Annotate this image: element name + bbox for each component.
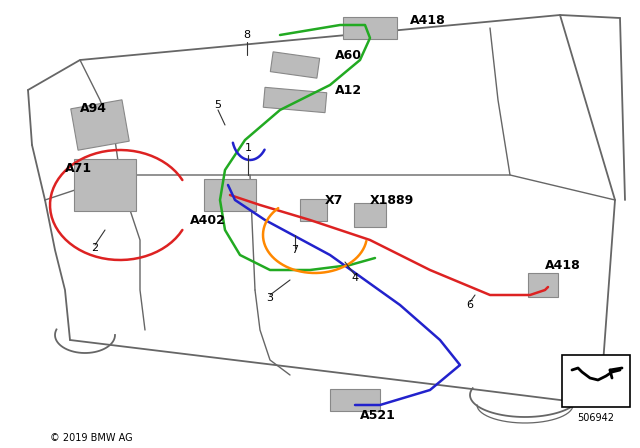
Text: A418: A418 — [545, 258, 580, 271]
Text: A12: A12 — [335, 83, 362, 96]
FancyBboxPatch shape — [74, 159, 136, 211]
Text: 1: 1 — [244, 143, 252, 153]
Text: 3: 3 — [266, 293, 273, 303]
Text: © 2019 BMW AG: © 2019 BMW AG — [50, 433, 132, 443]
FancyBboxPatch shape — [330, 389, 380, 411]
Text: A60: A60 — [335, 48, 362, 61]
Text: 8: 8 — [243, 30, 251, 40]
Text: 7: 7 — [291, 245, 299, 255]
Text: 506942: 506942 — [577, 413, 614, 423]
Text: X1889: X1889 — [370, 194, 414, 207]
FancyBboxPatch shape — [354, 203, 386, 227]
FancyBboxPatch shape — [71, 100, 129, 150]
Text: 6: 6 — [467, 300, 474, 310]
Text: A94: A94 — [80, 102, 107, 115]
FancyBboxPatch shape — [270, 52, 319, 78]
Text: A71: A71 — [65, 161, 92, 175]
Text: 5: 5 — [214, 100, 221, 110]
FancyBboxPatch shape — [300, 199, 326, 221]
FancyBboxPatch shape — [528, 273, 558, 297]
Bar — [562, 355, 630, 407]
Text: X7: X7 — [325, 194, 344, 207]
Text: A521: A521 — [360, 409, 396, 422]
FancyBboxPatch shape — [204, 179, 256, 211]
Text: 2: 2 — [92, 243, 99, 253]
FancyBboxPatch shape — [343, 17, 397, 39]
Text: 4: 4 — [351, 273, 358, 283]
Text: A418: A418 — [410, 13, 445, 26]
FancyBboxPatch shape — [263, 87, 327, 112]
Text: A402: A402 — [190, 214, 226, 227]
